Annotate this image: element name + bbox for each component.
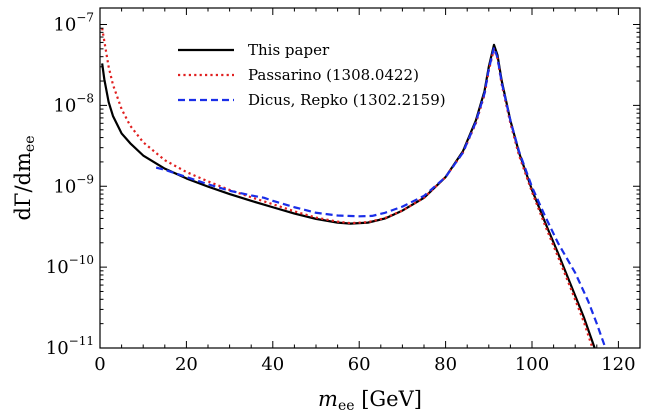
y-tick-label: 10−9: [53, 172, 94, 197]
x-tick-label: 0: [94, 354, 105, 375]
x-tick-label: 20: [175, 354, 198, 375]
tick-labels: 0 20 40 60 80 100 120 10−11 10−10 10−9 10−8 10−7: [46, 11, 636, 375]
legend-label-0: This paper: [248, 41, 330, 59]
y-tick-label: 10−7: [53, 11, 94, 36]
series-layer: [101, 28, 607, 348]
x-tick-label: 60: [348, 354, 371, 375]
x-tick-label: 80: [434, 354, 457, 375]
plot-frame: [99, 7, 641, 349]
legend-label-1: Passarino (1308.0422): [248, 66, 419, 84]
legend-label-2: Dicus, Repko (1302.2159): [248, 91, 446, 109]
ticks-layer: [99, 8, 641, 349]
legend: This paper Passarino (1308.0422) Dicus, Re…: [178, 41, 446, 109]
y-tick-label: 10−10: [46, 253, 94, 278]
y-tick-label: 10−8: [53, 91, 94, 116]
x-tick-label: 40: [261, 354, 284, 375]
x-axis-label: mee [GeV]: [318, 387, 422, 414]
y-axis-label: dΓ/dmee: [11, 135, 38, 220]
x-tick-label: 100: [515, 354, 549, 375]
y-tick-label: 10−11: [46, 334, 94, 359]
x-tick-label: 120: [601, 354, 635, 375]
series-line-1: [101, 28, 594, 348]
series-line-2: [155, 46, 607, 348]
